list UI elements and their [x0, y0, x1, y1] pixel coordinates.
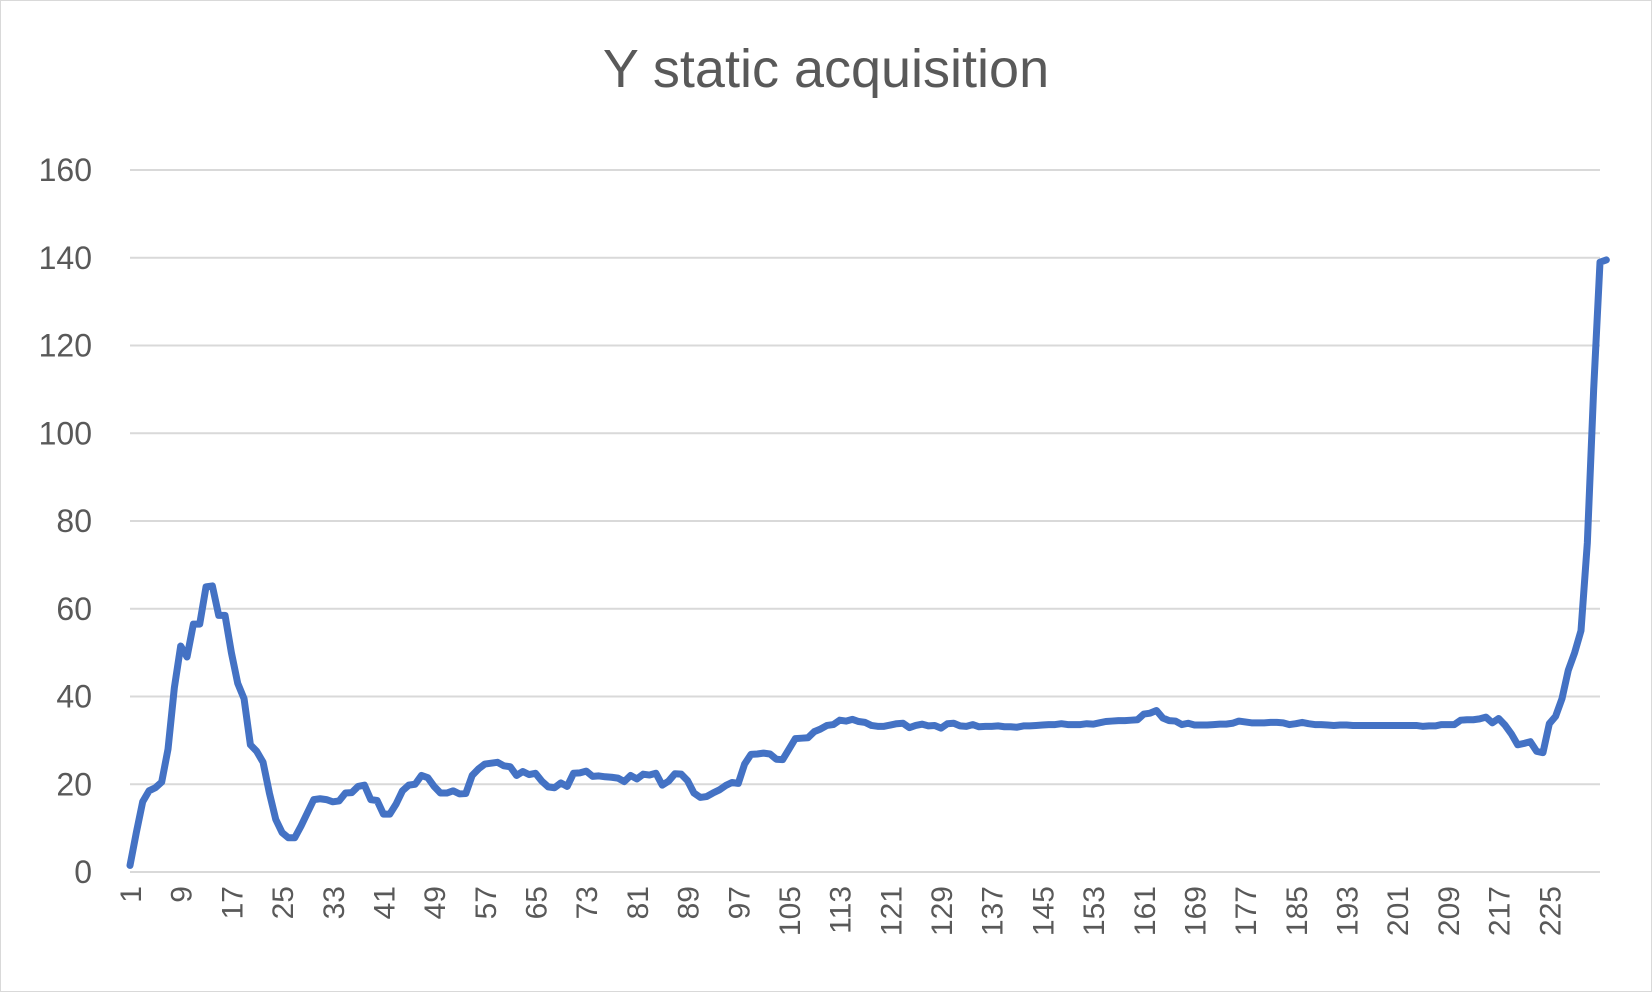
x-tick-label: 225: [1534, 886, 1567, 936]
x-tick-label: 9: [166, 886, 199, 903]
x-tick-label: 41: [368, 886, 401, 919]
x-tick-label: 145: [1027, 886, 1060, 936]
x-tick-label: 57: [470, 886, 503, 919]
x-tick-label: 89: [673, 886, 706, 919]
x-tick-label: 33: [318, 886, 351, 919]
x-tick-label: 97: [723, 886, 756, 919]
x-tick-label: 201: [1382, 886, 1415, 936]
y-tick-label: 0: [74, 854, 92, 890]
x-tick-label: 169: [1179, 886, 1212, 936]
y-tick-label: 60: [56, 591, 92, 627]
x-tick-label: 161: [1129, 886, 1162, 936]
x-tick-label: 17: [216, 886, 249, 919]
x-tick-label: 177: [1230, 886, 1263, 936]
x-tick-label: 209: [1433, 886, 1466, 936]
x-tick-label: 217: [1484, 886, 1517, 936]
y-tick-label: 40: [56, 679, 92, 715]
x-tick-label: 73: [571, 886, 604, 919]
x-tick-label: 137: [977, 886, 1010, 936]
x-tick-label: 185: [1281, 886, 1314, 936]
x-tick-label: 49: [419, 886, 452, 919]
x-tick-label: 105: [774, 886, 807, 936]
y-tick-label: 160: [39, 152, 92, 188]
x-tick-label: 129: [926, 886, 959, 936]
series-layer: [126, 256, 1610, 869]
x-tick-label: 1: [115, 886, 148, 903]
x-axis-tick-labels: 1 9 17 25 33 41 49 57 65 73 81 89 97 105 113 121 129 137 1…: [115, 886, 1567, 936]
x-tick-label: 81: [622, 886, 655, 919]
y-tick-label: 100: [39, 415, 92, 451]
x-tick-label: 113: [825, 886, 858, 934]
y-axis-tick-labels: 0 20 40 60 80 100 120 140 160: [39, 152, 92, 890]
y-tick-label: 20: [56, 766, 92, 802]
x-tick-label: 153: [1078, 886, 1111, 936]
chart-title: Y static acquisition: [602, 39, 1050, 99]
gridlines: [130, 169, 1600, 873]
y-tick-label: 120: [39, 328, 92, 364]
x-tick-label: 25: [267, 886, 300, 919]
x-tick-label: 121: [875, 886, 908, 936]
y-tick-label: 140: [39, 240, 92, 276]
x-tick-label: 193: [1332, 886, 1365, 936]
series-line-1: [126, 256, 1610, 869]
y-tick-label: 80: [56, 503, 92, 539]
x-tick-label: 65: [521, 886, 554, 919]
